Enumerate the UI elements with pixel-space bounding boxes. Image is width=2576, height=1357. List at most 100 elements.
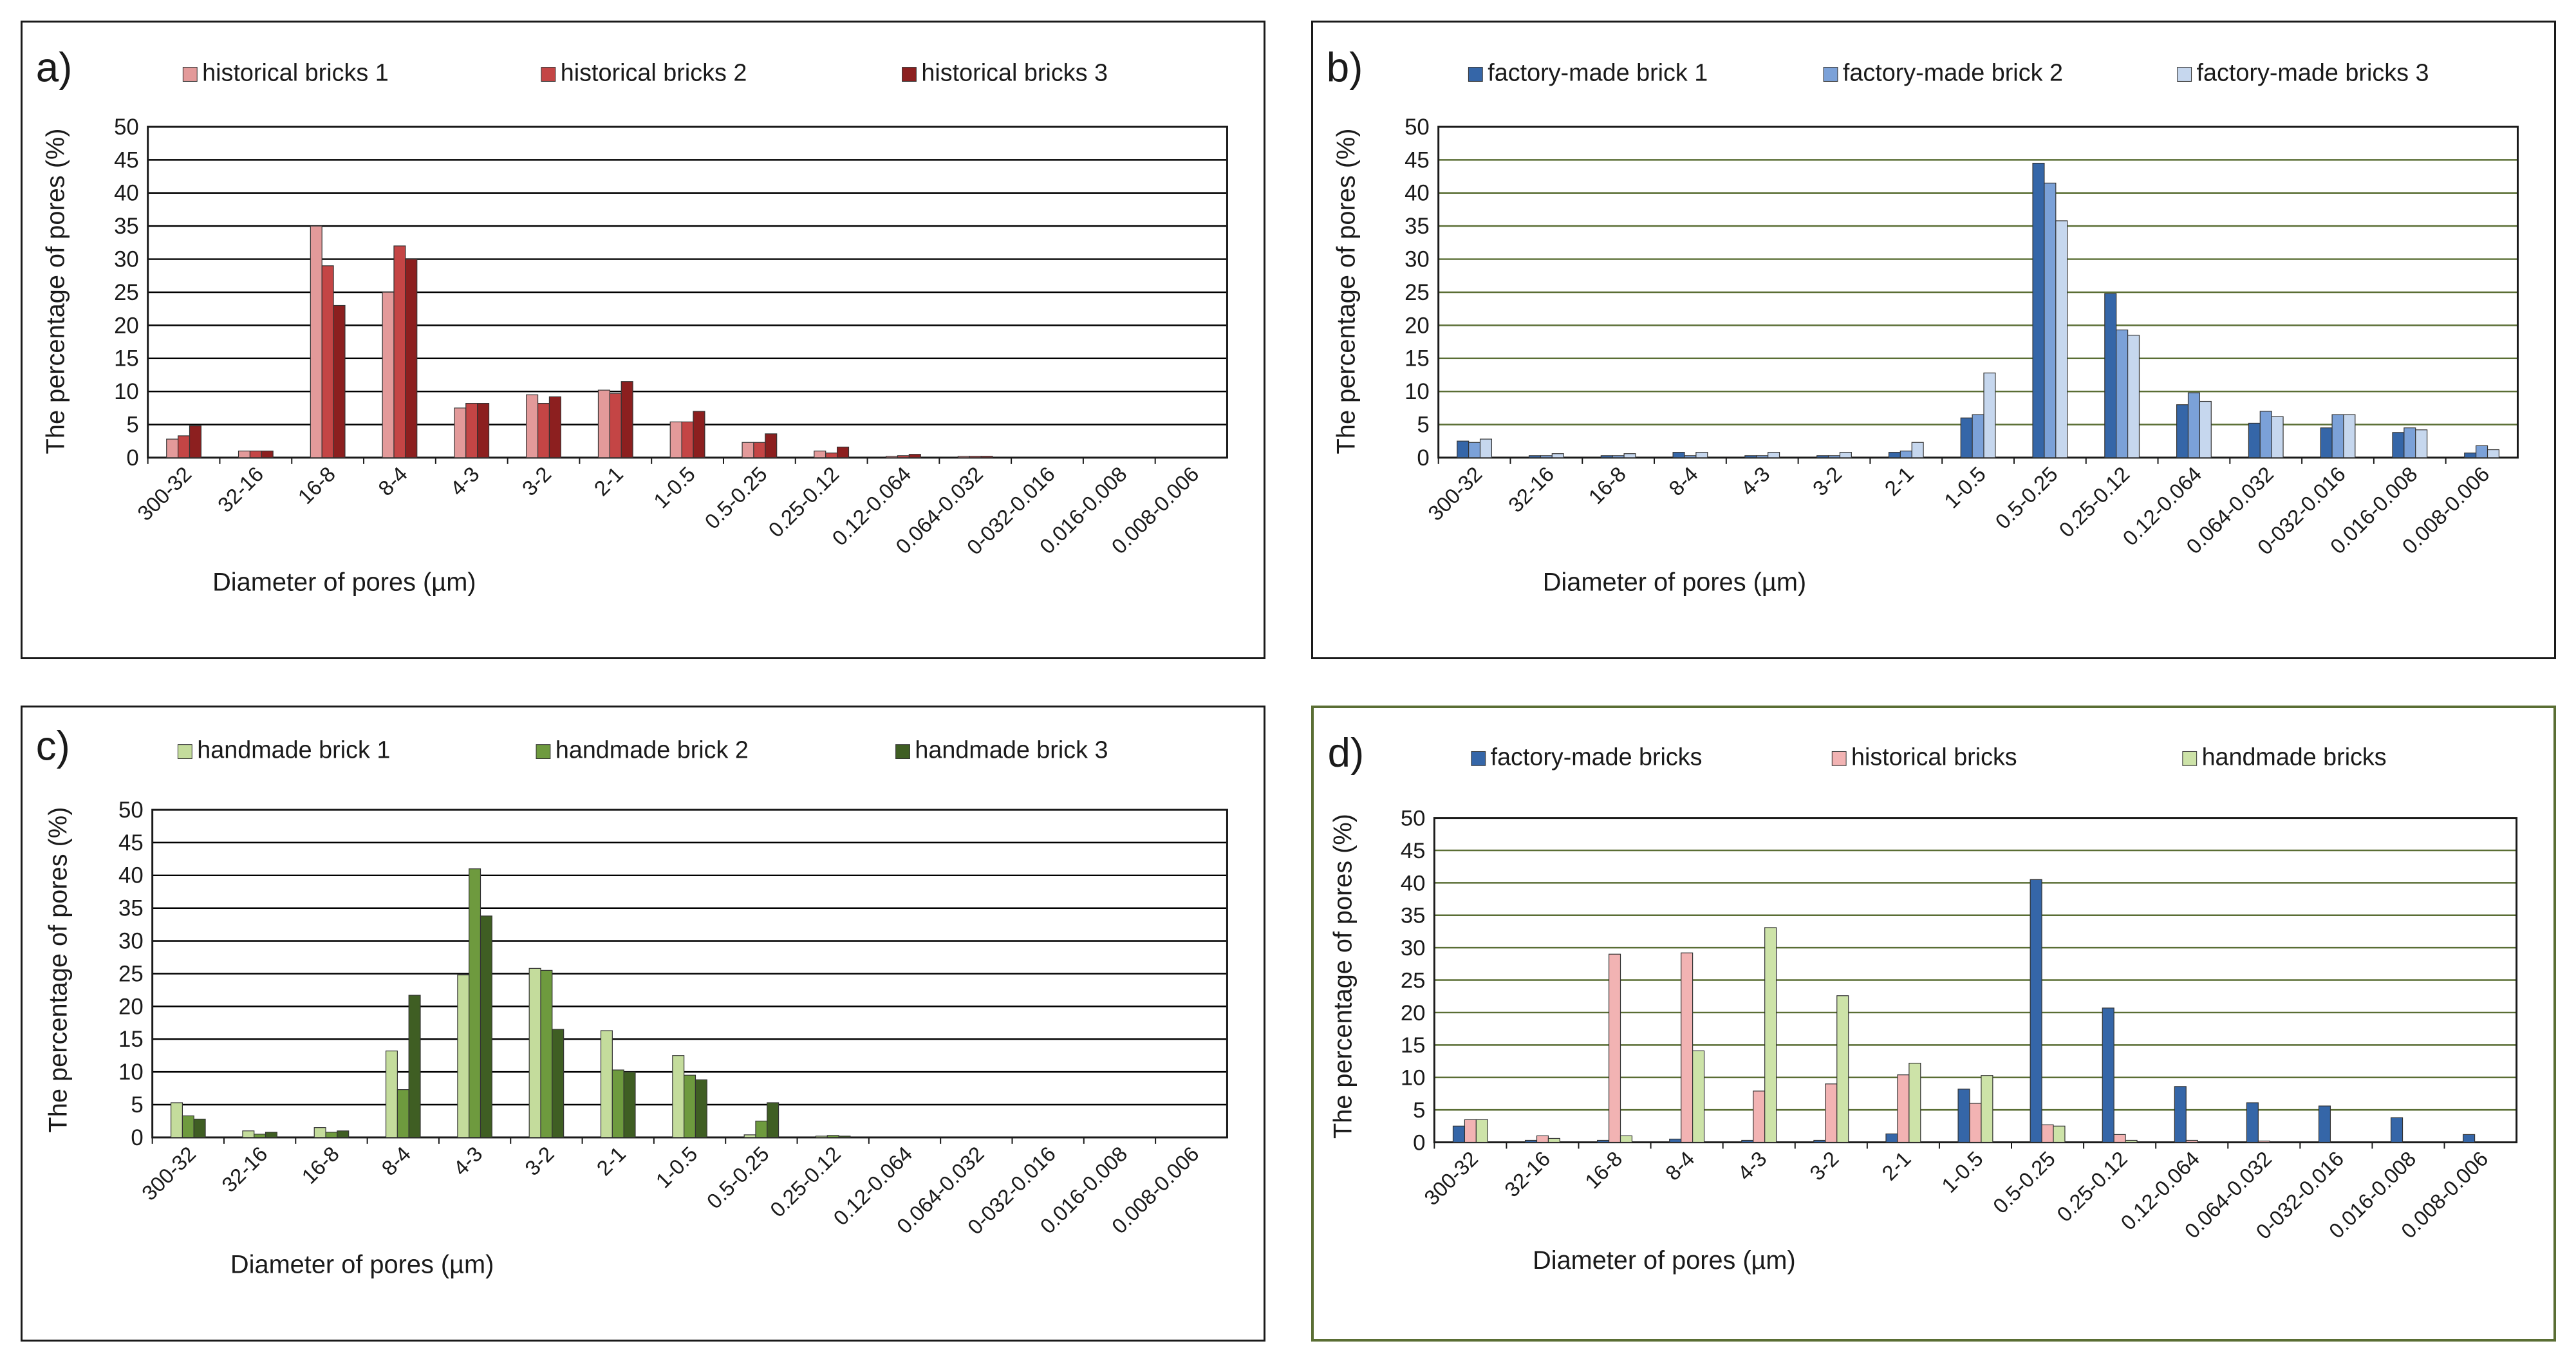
bar — [528, 968, 541, 1138]
bar — [826, 1135, 839, 1138]
y-tick-label: 15 — [1401, 1033, 1426, 1058]
legend-swatch — [1468, 67, 1483, 82]
x-axis-title: Diameter of pores (µm) — [212, 568, 476, 597]
bar — [1468, 442, 1481, 458]
bar — [382, 292, 395, 458]
bar — [2174, 1086, 2187, 1143]
bar — [2248, 422, 2261, 458]
x-tick-label: 8-4 — [1664, 462, 1703, 501]
bar — [2246, 1102, 2259, 1143]
y-tick-label: 35 — [1405, 214, 1430, 239]
x-axis-title: Diameter of pores (µm) — [230, 1251, 494, 1279]
bar — [408, 995, 421, 1138]
bar — [814, 451, 826, 458]
bar — [2116, 329, 2129, 458]
chart-a-svg: a) historical bricks 1 historical bricks… — [36, 44, 1228, 597]
chart-panel-a: a) historical bricks 1 historical bricks… — [21, 21, 1265, 659]
bar — [838, 1136, 851, 1138]
bar — [1623, 453, 1636, 458]
bar — [1960, 417, 1973, 458]
bar — [385, 1050, 398, 1138]
bar — [1836, 995, 1849, 1143]
bar — [2331, 414, 2344, 458]
y-tick-label: 20 — [1401, 1001, 1426, 1025]
bar — [1597, 1139, 1610, 1143]
bar — [1741, 1139, 1754, 1143]
y-tick-label: 0 — [1417, 446, 1429, 471]
bar — [2343, 414, 2356, 458]
bar — [1681, 952, 1694, 1143]
y-tick-label: 5 — [131, 1093, 143, 1118]
bar — [621, 381, 633, 458]
y-tick-label: 25 — [1401, 968, 1426, 993]
y-tick-label: 20 — [1405, 314, 1430, 338]
x-tick-label: 2-1 — [589, 462, 628, 501]
bar — [1816, 455, 1829, 458]
y-tick-label: 25 — [1405, 281, 1430, 305]
bar — [1695, 452, 1708, 458]
bar — [2125, 1139, 2138, 1143]
panel-label: d) — [1328, 731, 1364, 776]
bar — [166, 438, 179, 458]
x-tick-label: 0.5-0.25 — [1988, 1146, 2060, 1218]
panel-label: b) — [1327, 44, 1363, 90]
bar — [1672, 452, 1685, 458]
legend-swatch — [182, 67, 198, 82]
x-tick-label: 1-0.5 — [651, 1142, 702, 1193]
legend-swatch — [1823, 67, 1838, 82]
legend-swatch — [536, 744, 551, 760]
x-tick-label: 16-8 — [293, 462, 340, 509]
x-axis-title: Diameter of pores (µm) — [1533, 1246, 1796, 1275]
bar — [695, 1079, 707, 1138]
x-tick-label: 32-16 — [1500, 1146, 1554, 1201]
x-tick-label: 8-4 — [377, 1142, 415, 1181]
bar — [2102, 1007, 2114, 1143]
bar — [1957, 1089, 1970, 1143]
bar — [1909, 1062, 1921, 1143]
bar — [1528, 455, 1542, 458]
legend: historical bricks 1 historical bricks 2 … — [182, 59, 1108, 86]
y-tick-label: 25 — [114, 281, 139, 305]
chart-c-svg: c) handmade brick 1 handmade brick 2 han… — [36, 724, 1228, 1279]
bar — [310, 225, 322, 458]
bar — [600, 1030, 613, 1138]
legend-swatch — [1831, 751, 1847, 766]
y-tick-label: 15 — [118, 1027, 144, 1052]
legend-label: handmade brick 3 — [915, 737, 1108, 764]
y-tick-label: 30 — [1401, 936, 1426, 960]
y-tick-label: 25 — [118, 962, 144, 986]
bar — [669, 421, 682, 458]
bar — [1827, 455, 1841, 458]
bar — [1839, 452, 1852, 458]
bar — [540, 969, 553, 1138]
x-tick-label: 3-2 — [520, 1142, 559, 1181]
y-tick-label: 45 — [114, 148, 139, 173]
x-tick-label: 300-32 — [137, 1142, 200, 1205]
bar — [469, 868, 481, 1138]
bar — [182, 1115, 194, 1138]
x-tick-label: 1-0.5 — [1937, 1146, 1988, 1197]
bar — [969, 456, 982, 458]
bar — [753, 442, 766, 458]
panel-label: c) — [36, 724, 70, 769]
x-tick-label: 32-16 — [217, 1142, 272, 1197]
x-tick-label: 300-32 — [1419, 1146, 1482, 1210]
legend-label: historical bricks — [1851, 743, 2017, 770]
x-tick-label: 0.5-0.25 — [700, 462, 771, 534]
x-axis-title: Diameter of pores (µm) — [1543, 568, 1806, 597]
bar — [526, 394, 539, 458]
legend-swatch — [541, 67, 556, 82]
legend-swatch — [895, 744, 910, 760]
bar — [693, 411, 705, 458]
x-tick-label: 16-8 — [297, 1142, 344, 1189]
y-tick-label: 40 — [118, 864, 144, 888]
chart-panel-d: d) factory-made bricks historical bricks… — [1311, 706, 2556, 1342]
plot-area: 0 5 10 15 20 25 30 35 40 45 50 300-32 32-16 16-8 8-4 4-… — [1405, 115, 2519, 559]
bar — [1547, 1137, 1560, 1143]
bar — [597, 389, 610, 458]
bar — [681, 421, 694, 458]
bar — [552, 1029, 565, 1138]
plot-area: 0 5 10 15 20 25 30 35 40 45 50 300-32 32-16 16-8 8-4 4-… — [118, 798, 1228, 1239]
y-tick-label: 15 — [114, 347, 139, 371]
bar — [1969, 1103, 1982, 1143]
